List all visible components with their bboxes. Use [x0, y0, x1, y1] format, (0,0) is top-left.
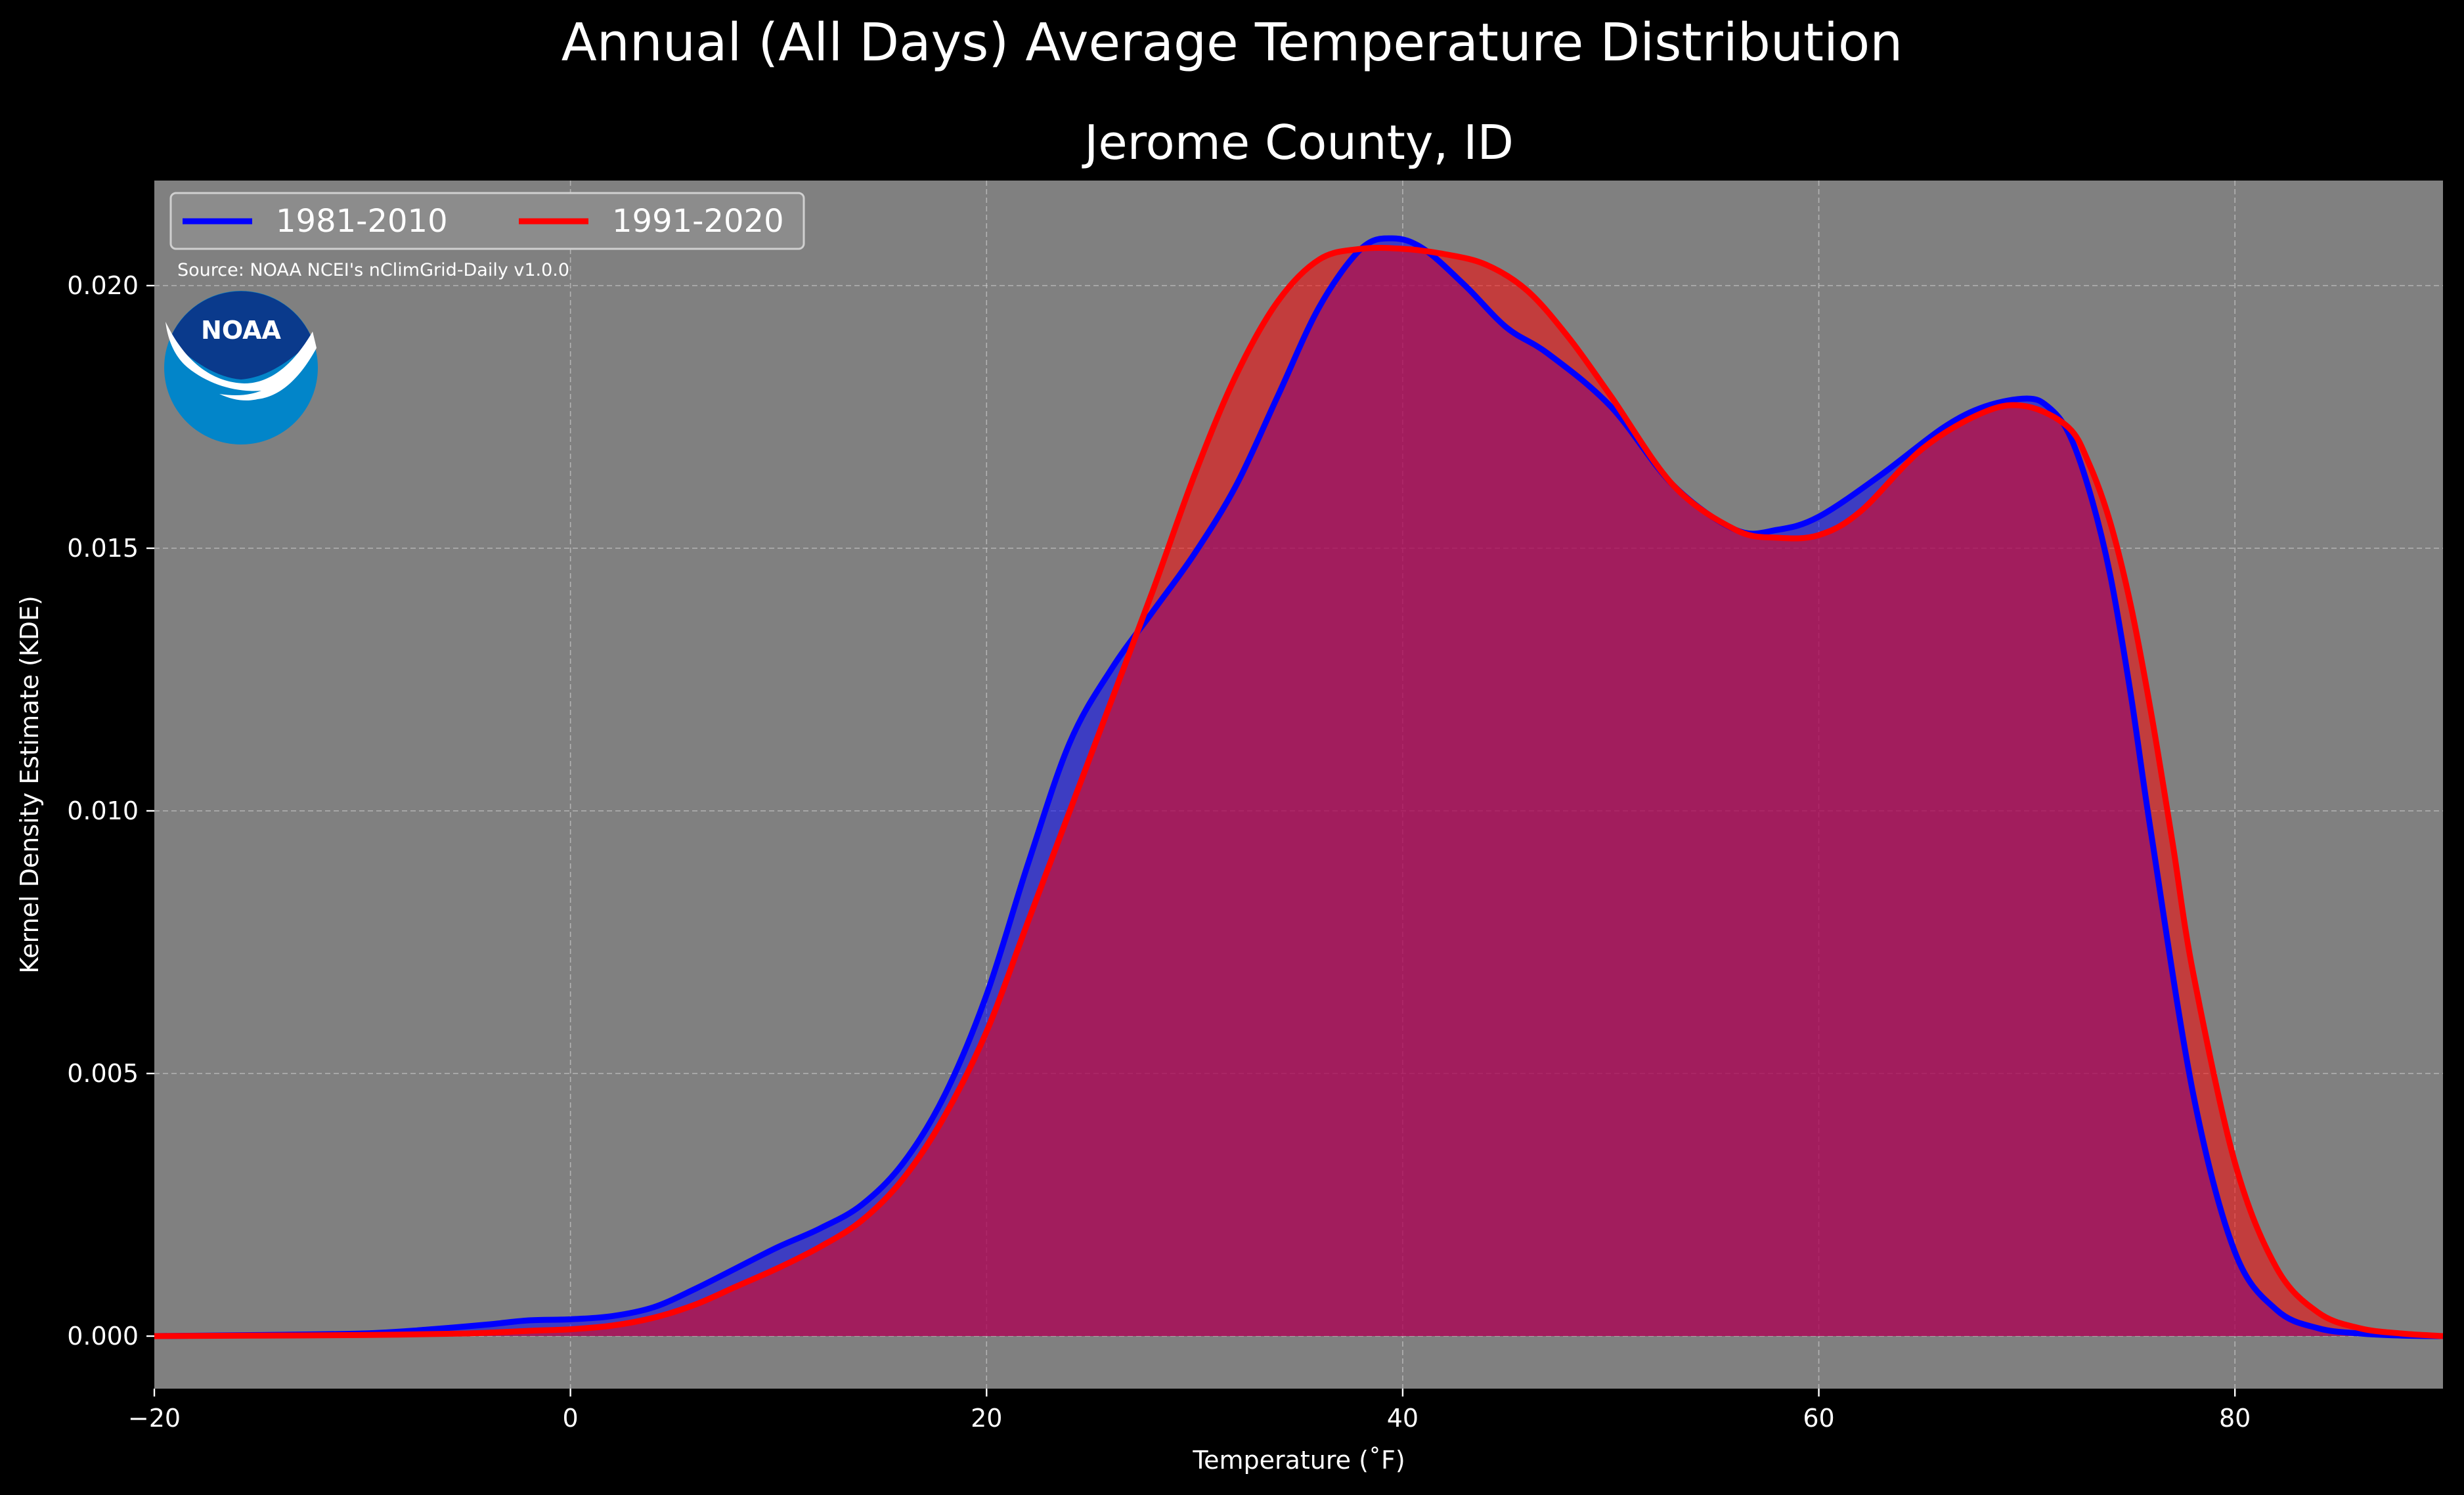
chart-suptitle: Annual (All Days) Average Temperature Di…: [561, 12, 1903, 73]
line-1981-2010: [154, 235, 2443, 1339]
x-tick-label: 40: [1387, 1404, 1419, 1433]
x-tick-label: 20: [971, 1404, 1002, 1433]
y-tick-label: 0.010: [67, 796, 139, 825]
chart-title: Jerome County, ID: [1082, 115, 1514, 170]
x-tick-label: −20: [128, 1404, 181, 1433]
axis-ticks: −20 0 20 40 60 80 0.000 0.005 0.010 0.015 0.020: [67, 271, 2251, 1433]
noaa-logo-text: NOAA: [201, 316, 281, 345]
x-tick-label: 80: [2219, 1404, 2251, 1433]
line-1991-2020: [154, 244, 2443, 1339]
y-tick-label: 0.020: [67, 271, 139, 300]
noaa-bird-icon: [165, 322, 317, 401]
x-axis-label: Temperature (˚F): [1192, 1446, 1405, 1475]
legend-label-1981-2010: 1981-2010: [276, 203, 448, 240]
legend-label-1991-2020: 1991-2020: [612, 203, 784, 240]
legend: 1981-2010 1991-2020: [169, 192, 805, 250]
y-tick-label: 0.015: [67, 534, 139, 563]
y-tick-label: 0.000: [67, 1322, 139, 1351]
x-tick-label: 60: [1803, 1404, 1834, 1433]
legend-box: [169, 192, 805, 250]
area-1991-2020: [154, 248, 2443, 1336]
y-axis-label: Kernel Density Estimate (KDE): [15, 596, 44, 974]
noaa-logo-top: [169, 291, 313, 379]
source-note: Source: NOAA NCEI's nClimGrid-Daily v1.0…: [177, 260, 569, 280]
x-tick-label: 0: [563, 1404, 579, 1433]
y-tick-label: 0.005: [67, 1059, 139, 1088]
noaa-logo: NOAA: [164, 291, 318, 444]
